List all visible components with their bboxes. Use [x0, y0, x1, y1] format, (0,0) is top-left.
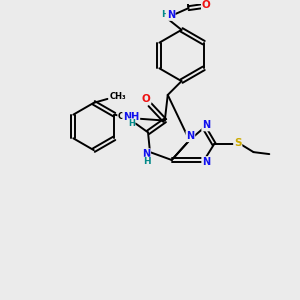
- Text: CH₃: CH₃: [118, 112, 135, 121]
- Text: H: H: [143, 158, 151, 166]
- Text: O: O: [202, 0, 211, 10]
- Text: N: N: [202, 121, 210, 130]
- Text: NH: NH: [123, 112, 140, 122]
- Text: N: N: [186, 131, 194, 141]
- Text: O: O: [142, 94, 150, 104]
- Text: N: N: [167, 10, 175, 20]
- Text: N: N: [202, 157, 210, 167]
- Text: H: H: [128, 119, 135, 128]
- Text: H: H: [161, 10, 169, 19]
- Text: CH₃: CH₃: [109, 92, 126, 101]
- Text: N: N: [142, 149, 150, 159]
- Text: S: S: [234, 138, 242, 148]
